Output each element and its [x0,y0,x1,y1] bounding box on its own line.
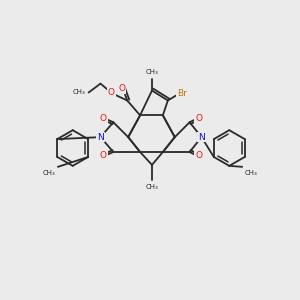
Text: O: O [100,114,107,123]
Text: CH₃: CH₃ [42,170,55,176]
Text: Br: Br [177,89,187,98]
Text: O: O [119,84,126,93]
Text: O: O [100,152,107,160]
Text: N: N [97,133,104,142]
Text: N: N [198,133,205,142]
Text: O: O [195,114,202,123]
Text: O: O [195,152,202,160]
Text: CH₃: CH₃ [146,184,158,190]
Text: CH₃: CH₃ [245,170,258,176]
Text: O: O [108,88,115,97]
Text: CH₃: CH₃ [146,69,158,75]
Text: CH₃: CH₃ [73,88,85,94]
